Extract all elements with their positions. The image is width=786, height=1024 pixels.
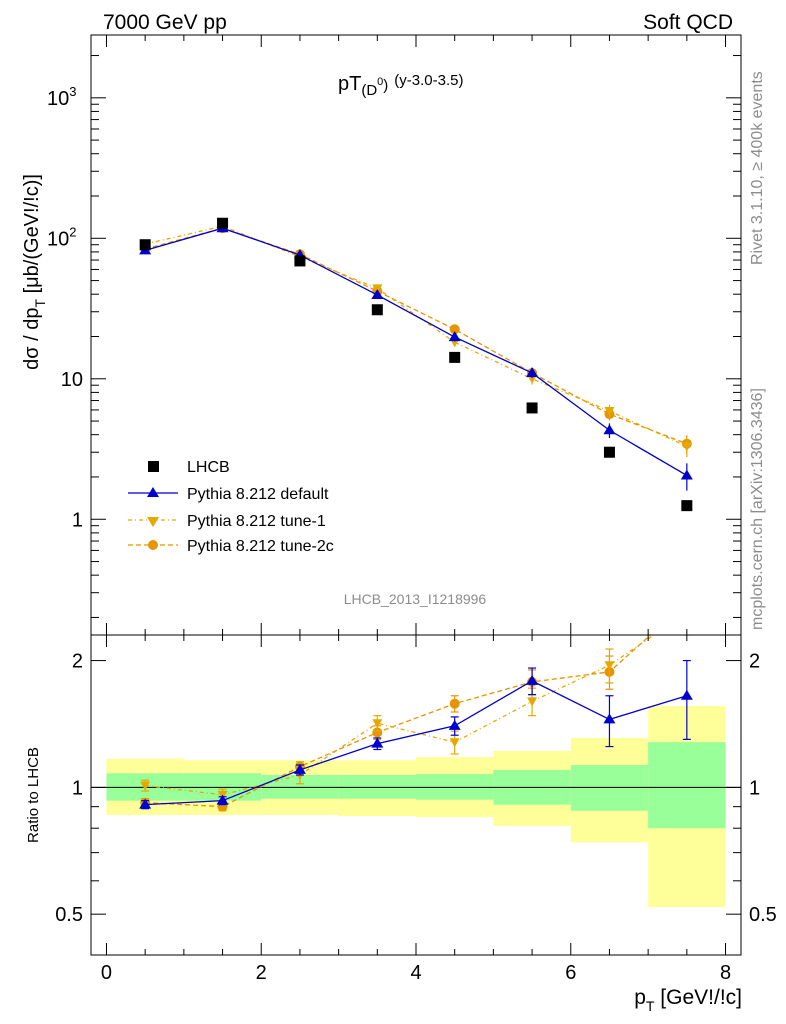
legend-item-tune2c: Pythia 8.212 tune-2c (128, 538, 334, 555)
legend-label-lhcb: LHCB (187, 459, 230, 476)
marker-default (448, 331, 461, 342)
marker-tune1 (372, 719, 383, 729)
legend: LHCB Pythia 8.212 default Pythia 8.212 t… (128, 459, 334, 555)
main-y-tick-label: 10 (61, 369, 83, 391)
marker-tune1 (527, 374, 538, 384)
marker-tune1 (681, 442, 692, 452)
main-y-tick-label: 103 (47, 84, 76, 110)
x-tick-label: 8 (720, 962, 731, 984)
ratio-plot (139, 597, 693, 812)
ratio-y-tick-label-left: 1 (72, 777, 83, 799)
marker-data (371, 304, 383, 316)
main-line-tune2c (144, 227, 688, 445)
marker-default (371, 737, 384, 748)
legend-item-default: Pythia 8.212 default (128, 486, 329, 503)
main-y-axis-label: dσ / dpT [μb/(GeV!/!c)] (21, 174, 48, 370)
main-y-tick-exp: 2 (69, 224, 76, 239)
marker-default (603, 713, 616, 724)
main-y-tick-label: 102 (47, 224, 76, 250)
header-left: 7000 GeV pp (103, 11, 227, 34)
marker-data (526, 402, 538, 414)
main-plot (139, 217, 693, 512)
band-green (261, 774, 339, 799)
legend-item-lhcb: LHCB (148, 459, 230, 476)
ratio-y-tick-label-right: 0.5 (749, 904, 777, 926)
header-right: Soft QCD (643, 11, 733, 34)
band-green (338, 774, 416, 799)
ratio-y-tick-label-right: 2 (749, 651, 760, 673)
x-tick-label: 0 (101, 962, 112, 984)
marker-tune1 (682, 609, 692, 618)
marker-tune1 (604, 406, 615, 416)
ratio-line-tune2c (145, 635, 652, 808)
marker-tune1 (527, 697, 538, 707)
ratio-y-tick-label-left: 0.5 (55, 904, 83, 926)
main-y-tick-exp: 3 (69, 84, 76, 99)
marker-data (603, 446, 615, 458)
marker-tune1 (372, 284, 383, 294)
marker-tune2c (682, 597, 692, 607)
marker-default (603, 424, 616, 435)
legend-label-tune2c: Pythia 8.212 tune-2c (187, 538, 334, 555)
legend-marker-default (147, 487, 159, 497)
marker-default (526, 366, 539, 377)
ratio-y-tick-label-left: 2 (72, 651, 83, 673)
marker-tune1 (140, 781, 151, 791)
marker-tune2c (449, 698, 460, 709)
main-y-tick-label: 1 (72, 509, 83, 531)
ratio-line-default (145, 680, 688, 806)
marker-tune2c (449, 324, 460, 335)
main-y-tick-base: 10 (47, 228, 69, 250)
legend-marker-lhcb (148, 461, 159, 472)
marker-default (448, 719, 461, 730)
marker-data (217, 217, 229, 229)
ratio-y-axis-label: Ratio to LHCB (25, 747, 42, 843)
marker-data (681, 500, 693, 512)
x-tick-label: 6 (565, 962, 576, 984)
legend-label-default: Pythia 8.212 default (187, 486, 329, 503)
x-tick-label: 2 (256, 962, 267, 984)
analysis-id: LHCB_2013_I1218996 (344, 591, 487, 607)
main-line-default (144, 227, 688, 477)
band-green (570, 765, 649, 811)
x-axis-label: pT [GeV!/!c] (634, 986, 742, 1014)
ratio-uncertainty-bands (91, 706, 741, 908)
marker-default (371, 288, 384, 299)
legend-marker-tune1 (147, 517, 159, 527)
marker-data (139, 239, 151, 251)
marker-default (680, 689, 693, 700)
side-label-bottom: mcplots.cern.ch [arXiv:1306.3436] (749, 388, 766, 630)
legend-marker-tune2c (148, 540, 158, 550)
marker-default (139, 798, 152, 809)
marker-default (526, 674, 539, 685)
marker-data (294, 255, 306, 267)
marker-data (449, 351, 461, 363)
marker-tune1 (604, 661, 615, 671)
legend-label-tune1: Pythia 8.212 tune-1 (187, 513, 326, 530)
marker-default (293, 763, 306, 774)
marker-default (680, 469, 693, 480)
ratio-line-tune1 (145, 635, 656, 796)
marker-default (216, 794, 229, 805)
band-green (648, 742, 726, 829)
legend-item-tune1: Pythia 8.212 tune-1 (128, 513, 326, 530)
x-tick-label: 4 (410, 962, 421, 984)
main-y-tick-base: 10 (47, 88, 69, 110)
marker-tune2c (372, 727, 383, 738)
plot-title: pT(D0) (y-3.0-3.5) (338, 72, 463, 99)
side-label-top: Rivet 3.1.10, ≥ 400k events (749, 71, 766, 265)
marker-tune1 (449, 738, 460, 748)
ratio-y-tick-label-right: 1 (749, 777, 760, 799)
